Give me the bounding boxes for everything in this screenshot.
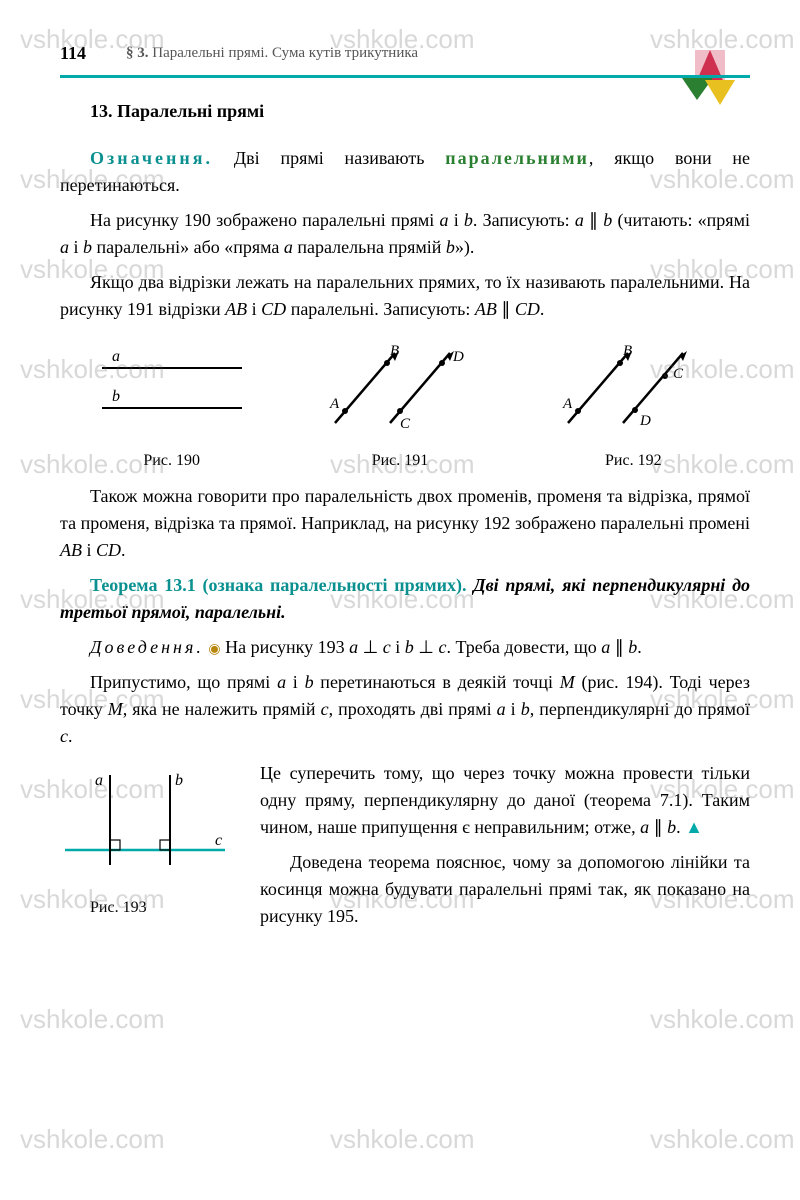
- svg-text:a: a: [112, 348, 120, 365]
- subsection-title: 13. Паралельні прямі: [90, 98, 750, 125]
- theorem-paragraph: Теорема 13.1 (ознака паралельності прями…: [60, 572, 750, 626]
- proof-continuation: Це суперечить тому, що через точку можна…: [260, 760, 750, 930]
- paragraph-4: Також можна говорити про паралельність д…: [60, 483, 750, 564]
- svg-text:D: D: [639, 413, 651, 429]
- section-header: § 3. Паралельні прямі. Сума кутів трикут…: [126, 42, 418, 65]
- svg-text:C: C: [673, 366, 684, 382]
- svg-text:a: a: [95, 772, 103, 789]
- qed-icon: ▲: [685, 817, 703, 837]
- theorem-label: Теорема 13.1 (ознака паралельності прями…: [90, 575, 466, 595]
- definition-label: Означення.: [90, 148, 213, 168]
- bottom-content: a b c Рис. 193 Це суперечить тому, що че…: [60, 760, 750, 930]
- figure-193: a b c Рис. 193: [60, 760, 240, 930]
- fig-caption: Рис. 193: [90, 896, 240, 920]
- paragraph-2: На рисунку 190 зображено паралельні прям…: [60, 207, 750, 261]
- term-parallel: паралельними: [445, 148, 589, 168]
- fig-caption: Рис. 192: [548, 449, 718, 473]
- svg-text:b: b: [112, 388, 120, 405]
- proof-start: Доведення. ◉ На рисунку 193 a ⊥ c і b ⊥ …: [60, 634, 750, 661]
- watermark: vshkole.com: [650, 1000, 795, 1039]
- svg-text:A: A: [562, 396, 573, 412]
- watermark: vshkole.com: [650, 1120, 795, 1159]
- svg-text:b: b: [175, 772, 183, 789]
- figures-row-1: a b Рис. 190 A B C D Рис. 191: [60, 343, 750, 473]
- figure-191: A B C D Рис. 191: [315, 343, 485, 473]
- fig-caption: Рис. 191: [315, 449, 485, 473]
- watermark: vshkole.com: [20, 1000, 165, 1039]
- header-divider: [60, 75, 750, 78]
- svg-text:B: B: [390, 343, 399, 359]
- page-number: 114: [60, 40, 86, 67]
- proof-marker-icon: ◉: [208, 642, 220, 657]
- fig-caption: Рис. 190: [92, 449, 252, 473]
- watermark: vshkole.com: [20, 1120, 165, 1159]
- svg-text:D: D: [452, 349, 464, 365]
- page-header: 114 § 3. Паралельні прямі. Сума кутів тр…: [60, 40, 750, 67]
- svg-text:A: A: [329, 396, 340, 412]
- proof-paragraph-4: Доведена теорема пояснює, чому за допомо…: [260, 849, 750, 930]
- figure-192: A B C D Рис. 192: [548, 343, 718, 473]
- corner-decoration-icon: [665, 45, 745, 115]
- proof-paragraph-2: Припустимо, що прямі a і b перетинаються…: [60, 669, 750, 750]
- proof-label: Доведення.: [90, 637, 204, 657]
- svg-text:C: C: [400, 416, 411, 432]
- definition-paragraph: Означення. Дві прямі називають паралельн…: [60, 145, 750, 199]
- svg-text:B: B: [623, 343, 632, 359]
- figure-190: a b Рис. 190: [92, 343, 252, 473]
- watermark: vshkole.com: [330, 1120, 475, 1159]
- svg-text:c: c: [215, 832, 222, 849]
- paragraph-3: Якщо два відрізки лежать на паралельних …: [60, 269, 750, 323]
